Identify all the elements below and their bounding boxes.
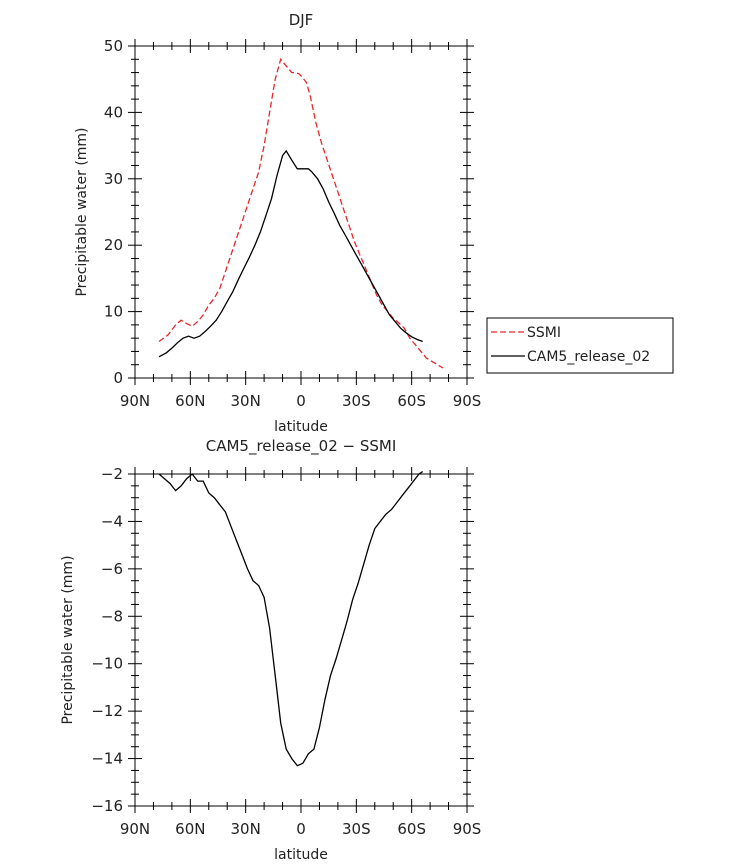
tick-marks-bottom [128, 467, 474, 813]
y-tick-label-top-40: 40 [104, 103, 123, 121]
y-tick-label-bottom-m12: −12 [91, 702, 123, 720]
legend-label-cam5: CAM5_release_02 [527, 349, 650, 365]
y-tick-label-bottom-m2: −2 [101, 465, 123, 483]
tick-marks-top [128, 39, 474, 385]
series-line-difference [158, 471, 424, 767]
plot-frame-bottom [134, 473, 468, 807]
plot-frame-top [134, 45, 468, 379]
legend-label-ssmi: SSMI [527, 325, 561, 341]
y-tick-label-top-50: 50 [104, 37, 123, 55]
y-tick-label-bottom-m16: −16 [91, 797, 123, 815]
x-tick-label-top-90S: 90S [453, 392, 482, 410]
x-tick-label-top-30S: 30S [342, 392, 371, 410]
x-tick-label-top-0: 0 [296, 392, 306, 410]
x-tick-label-bottom-30S: 30S [342, 820, 371, 838]
y-tick-label-top-20: 20 [104, 236, 123, 254]
x-tick-label-top-30N: 30N [231, 392, 261, 410]
y-tick-label-bottom-m4: −4 [101, 512, 123, 530]
chart-title-top: DJF [289, 11, 314, 29]
y-tick-label-top-30: 30 [104, 170, 123, 188]
x-tick-label-bottom-60N: 60N [175, 820, 205, 838]
x-tick-label-bottom-90S: 90S [453, 820, 482, 838]
y-tick-label-bottom-m14: −14 [91, 750, 123, 768]
y-tick-label-bottom-m10: −10 [91, 655, 123, 673]
x-tick-label-bottom-90N: 90N [120, 820, 150, 838]
x-tick-label-bottom-0: 0 [296, 820, 306, 838]
series-line-ssmi [158, 57, 444, 369]
x-tick-label-top-60N: 60N [175, 392, 205, 410]
y-tick-label-bottom-m8: −8 [101, 607, 123, 625]
x-tick-label-top-90N: 90N [120, 392, 150, 410]
y-axis-label-top: Precipitable water (mm) [74, 127, 90, 296]
panel-top: DJF 90N 60N 30N 0 30S 60S 90S 0 10 20 30… [74, 11, 674, 435]
chart-title-bottom: CAM5_release_02 − SSMI [206, 437, 397, 456]
panel-bottom: CAM5_release_02 − SSMI 90N 60N 30N 0 30S… [60, 437, 481, 863]
x-axis-label-bottom: latitude [274, 847, 328, 863]
y-tick-label-bottom-m6: −6 [101, 560, 123, 578]
x-axis-label-top: latitude [274, 419, 328, 435]
y-tick-label-top-10: 10 [104, 303, 123, 321]
legend: SSMI CAM5_release_02 [486, 317, 674, 374]
x-tick-label-bottom-60S: 60S [397, 820, 426, 838]
x-tick-label-top-60S: 60S [397, 392, 426, 410]
y-tick-label-top-0: 0 [113, 369, 123, 387]
series-line-cam5 [158, 149, 423, 358]
legend-box [486, 317, 674, 374]
x-tick-label-bottom-30N: 30N [231, 820, 261, 838]
y-axis-label-bottom: Precipitable water (mm) [60, 555, 76, 724]
